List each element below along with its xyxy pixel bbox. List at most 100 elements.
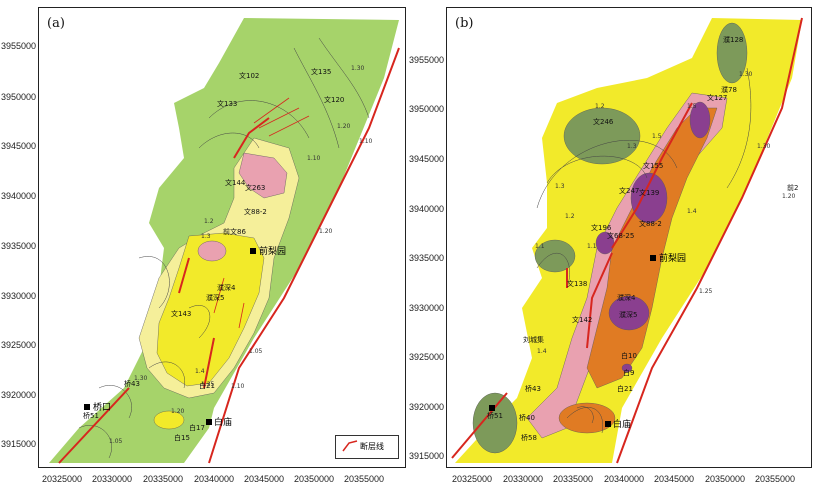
contour-label: 1.30 — [739, 71, 753, 78]
well-label: 文88-2 — [244, 207, 267, 216]
y-tick-label: 3940000 — [0, 191, 36, 201]
well-label: 濮深5 — [206, 293, 224, 302]
contour-label: 1.2 — [204, 218, 214, 225]
region-purple-5 — [621, 363, 633, 373]
x-tick-label: 20325000 — [452, 474, 493, 484]
well-label: 文133 — [217, 99, 237, 108]
well-label: 文143 — [171, 309, 191, 318]
x-tick-label: 20340000 — [604, 474, 645, 484]
map-legend: 断层线 — [335, 435, 399, 459]
contour-label: 1.20 — [337, 123, 351, 130]
well-label: 文135 — [311, 67, 331, 76]
y-tick-label: 3945000 — [0, 141, 36, 151]
place-marker-baimiao-b — [605, 421, 611, 427]
y-tick-label: 3955000 — [408, 55, 444, 65]
panel-a-label: (a) — [47, 16, 65, 31]
contour-label: 1.3 — [555, 183, 565, 190]
well-label: 濮78 — [721, 85, 737, 94]
place-label-qiaokou: 桥口 — [93, 401, 111, 413]
well-label: 前文86 — [223, 227, 246, 236]
y-tick-label: 3925000 — [0, 340, 36, 350]
y-tick-label: 3920000 — [408, 402, 444, 412]
region-pink-north — [238, 152, 288, 199]
place-marker-baimiao — [206, 419, 212, 425]
x-tick-label: 20340000 — [194, 474, 235, 484]
well-label: 文246 — [593, 117, 614, 126]
y-tick-label: 3930000 — [408, 303, 444, 313]
place-label-qianliyuan-b: 前梨园 — [659, 252, 686, 264]
region-purple-2 — [689, 101, 711, 139]
well-label: 文68-25 — [607, 231, 634, 240]
well-label: 前2 — [787, 183, 798, 192]
x-tick-label: 20350000 — [705, 474, 746, 484]
contour-label: 1.4 — [537, 348, 547, 355]
y-tick-label: 3920000 — [0, 390, 36, 400]
place-label-baimiao-b: 白庙 — [613, 418, 631, 430]
well-label: 桥58 — [521, 433, 537, 442]
well-label: 桥43 — [525, 384, 541, 393]
x-tick-label: 20355000 — [755, 474, 796, 484]
contour-label: 1.1 — [587, 243, 597, 250]
region-dark-green-sw — [472, 392, 518, 454]
contour-label: 1.2 — [565, 213, 575, 220]
well-label: 桥40 — [519, 413, 535, 422]
x-tick-label: 20345000 — [654, 474, 695, 484]
map-panel-a: 前梨园 桥口 白庙 文102 文135 文120 文133 文88-2 文144… — [38, 7, 406, 468]
legend-fault-label: 断层线 — [360, 442, 384, 451]
place-marker-qianliyuan-b — [650, 255, 656, 261]
well-label: 濮深5 — [619, 310, 637, 319]
well-label: 白15 — [174, 433, 190, 442]
region-dark-green-w — [534, 239, 576, 273]
region-yellow — [156, 232, 265, 387]
y-tick-label: 3925000 — [408, 352, 444, 362]
y-tick-label: 3915000 — [0, 439, 36, 449]
well-label: 白21 — [199, 381, 215, 390]
contour-lines-a — [78, 37, 370, 459]
well-label: 文139 — [639, 188, 659, 197]
well-label: 桥51 — [487, 411, 503, 420]
x-tick-label: 20335000 — [143, 474, 184, 484]
well-label: 濮深4 — [217, 283, 236, 292]
region-purple-4 — [608, 295, 650, 331]
contour-label: 1.30 — [757, 143, 771, 150]
fault-lines-a — [58, 47, 400, 464]
well-label: 文263 — [245, 183, 265, 192]
y-tick-label: 3945000 — [408, 154, 444, 164]
well-label: 文196 — [591, 223, 612, 232]
contour-label: 1.05 — [249, 348, 263, 355]
contour-label: 1.20 — [319, 228, 333, 235]
well-label: 文155 — [643, 161, 663, 170]
x-tick-label: 20350000 — [294, 474, 335, 484]
place-label-qianliyuan: 前梨园 — [259, 245, 286, 257]
place-marker-qianliyuan — [250, 248, 256, 254]
fault-lines-b — [451, 17, 803, 464]
contour-label: 1.4 — [195, 368, 205, 375]
x-tick-label: 20330000 — [503, 474, 544, 484]
region-dark-green-ne — [716, 22, 748, 84]
contour-label: 1.05 — [109, 438, 123, 445]
contour-label: 1.3 — [201, 233, 211, 240]
well-label: 文247 — [619, 186, 639, 195]
place-marker-qiaokou-b — [489, 405, 495, 411]
contour-label: 1.3 — [627, 143, 637, 150]
place-label-baimiao: 白庙 — [214, 416, 232, 428]
well-label: 文102 — [239, 71, 259, 80]
well-label: 白10 — [621, 351, 637, 360]
well-label: 文120 — [324, 95, 344, 104]
well-label: 白9 — [623, 368, 634, 377]
fault-lines-thin-a — [213, 97, 310, 329]
y-tick-label: 3950000 — [0, 92, 36, 102]
map-a-canvas: 前梨园 桥口 白庙 文102 文135 文120 文133 文88-2 文144… — [49, 18, 400, 464]
y-tick-label: 3935000 — [408, 253, 444, 263]
contour-label: 1.2 — [595, 103, 605, 110]
region-dark-green-nw — [563, 107, 641, 165]
y-tick-label: 3915000 — [408, 451, 444, 461]
contour-label: 1.20 — [782, 193, 796, 200]
x-tick-label: 20355000 — [344, 474, 385, 484]
contour-label: 1.30 — [134, 375, 148, 382]
contour-label: 1.5 — [652, 133, 662, 140]
well-label: 文88-2 — [639, 219, 662, 228]
contour-label: 1.1 — [535, 243, 545, 250]
contour-label: 1.25 — [699, 288, 713, 295]
well-label: 白17 — [189, 423, 205, 432]
